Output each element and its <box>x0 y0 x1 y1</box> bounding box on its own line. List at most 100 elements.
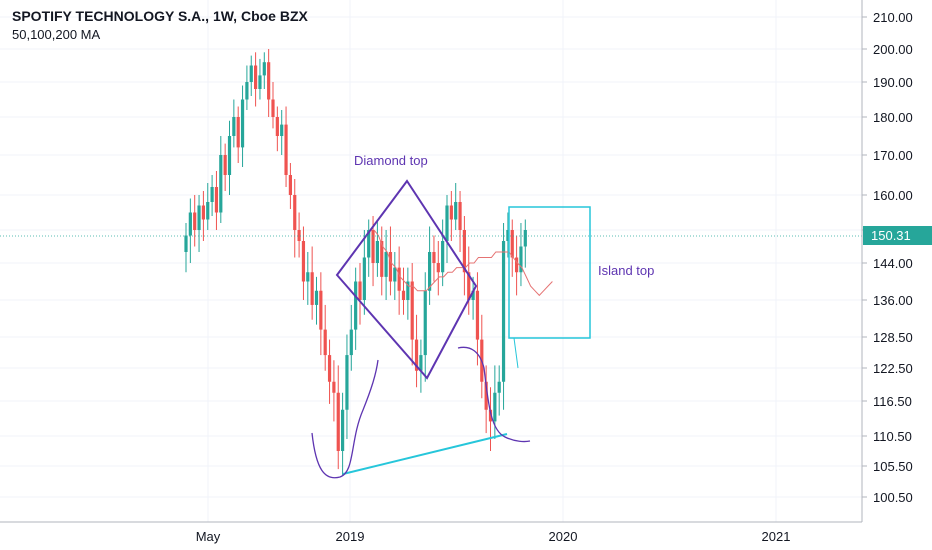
candle-body <box>388 252 393 282</box>
candle-body <box>336 392 340 451</box>
candle-body <box>193 212 197 230</box>
candle-body <box>515 257 519 273</box>
candle-body <box>219 155 223 213</box>
time-tick-label: 2019 <box>336 529 365 544</box>
time-tick-label: May <box>196 529 221 544</box>
candle-body <box>471 290 475 300</box>
price-tick-label: 122.50 <box>873 361 913 376</box>
price-tick-label: 116.50 <box>873 394 912 409</box>
candle-body <box>214 187 219 213</box>
last-price-badge: 150.31 <box>863 226 932 245</box>
candle-body <box>201 205 205 220</box>
price-tick-label: 136.00 <box>873 293 913 308</box>
candle-body <box>449 205 453 220</box>
price-axis: 100.50 105.50 110.50 116.50 122.50 128.50 136.… <box>862 10 913 505</box>
candle-body <box>445 205 449 241</box>
diamond-shape[interactable] <box>335 179 478 380</box>
candle-body <box>323 329 327 356</box>
island-box[interactable] <box>508 206 591 339</box>
island-top-label: Island top <box>598 263 655 278</box>
candle-body <box>240 99 245 148</box>
candle-body <box>223 155 227 175</box>
candle-body <box>310 272 314 305</box>
price-tick-label: 110.50 <box>873 429 912 444</box>
candle-body <box>345 355 349 410</box>
candle-body <box>284 124 288 175</box>
candle-body <box>523 230 527 247</box>
chart-title: SPOTIFY TECHNOLOGY S.A., 1W, Cboe BZX <box>12 8 308 24</box>
price-tick-label: 210.00 <box>873 10 913 25</box>
candle-body <box>406 281 410 300</box>
candle-body <box>419 355 423 371</box>
candle-body <box>232 117 236 136</box>
candle-body <box>414 339 419 371</box>
candle-body <box>393 267 397 282</box>
candle-body <box>206 202 210 220</box>
candle-body <box>362 257 366 300</box>
candle-body <box>506 230 510 241</box>
candle-body <box>258 75 262 89</box>
candle-body <box>210 187 214 202</box>
candle-body <box>288 175 292 195</box>
candle-body <box>188 212 192 236</box>
candle-body <box>354 281 358 330</box>
candle-body <box>371 230 375 263</box>
candle-body <box>384 252 388 277</box>
candle-body <box>397 267 401 291</box>
candle-body <box>349 329 353 356</box>
candle-body <box>380 241 384 277</box>
left-curve <box>311 359 379 479</box>
candle-body <box>375 241 379 263</box>
support-trendline[interactable] <box>342 433 508 475</box>
candle-body <box>227 136 232 175</box>
candle-body <box>497 381 501 393</box>
candle-body <box>262 62 266 76</box>
candle-body <box>301 241 306 282</box>
time-tick-label: 2020 <box>549 529 578 544</box>
price-tick-label: 144.00 <box>873 256 913 271</box>
candle-body <box>275 117 279 136</box>
price-tick-label: 100.50 <box>873 490 913 505</box>
candle-body <box>327 355 332 382</box>
candle-body <box>488 409 493 422</box>
price-tick-label: 170.00 <box>873 148 913 163</box>
drawings <box>311 179 591 479</box>
candle-body <box>423 290 427 356</box>
candle-body <box>519 246 523 273</box>
candle-body <box>197 205 201 230</box>
candle-body <box>367 230 371 258</box>
grid-lines <box>0 0 862 522</box>
price-tick-label: 190.00 <box>873 75 913 90</box>
candle-body <box>249 65 253 82</box>
candle-body <box>314 290 319 305</box>
candle-body <box>297 230 301 241</box>
candle-body <box>510 230 514 258</box>
gap-line <box>513 337 519 369</box>
candle-body <box>484 381 488 410</box>
candle-body <box>280 124 284 136</box>
price-tick-label: 200.00 <box>873 42 913 57</box>
candle-body <box>184 235 188 252</box>
candles <box>184 49 527 476</box>
candle-body <box>401 290 406 300</box>
time-axis: May 2019 2020 2021 <box>196 529 791 544</box>
title-block: SPOTIFY TECHNOLOGY S.A., 1W, Cboe BZX 50… <box>12 8 308 42</box>
candle-body <box>475 290 480 340</box>
price-tick-label: 180.00 <box>873 110 913 125</box>
candle-body <box>454 202 458 220</box>
price-tick-label: 128.50 <box>873 330 913 345</box>
price-tick-label: 105.50 <box>873 459 913 474</box>
candle-body <box>271 99 275 117</box>
candle-body <box>410 281 414 340</box>
candle-body <box>293 195 297 230</box>
candle-body <box>319 290 323 330</box>
price-tick-label: 160.00 <box>873 188 913 203</box>
candle-body <box>236 117 240 148</box>
indicator-label: 50,100,200 MA <box>12 27 101 42</box>
candle-body <box>254 65 258 89</box>
candle-body <box>358 281 362 300</box>
candle-body <box>428 252 432 291</box>
candle-body <box>467 272 471 300</box>
candle-body <box>245 82 249 100</box>
